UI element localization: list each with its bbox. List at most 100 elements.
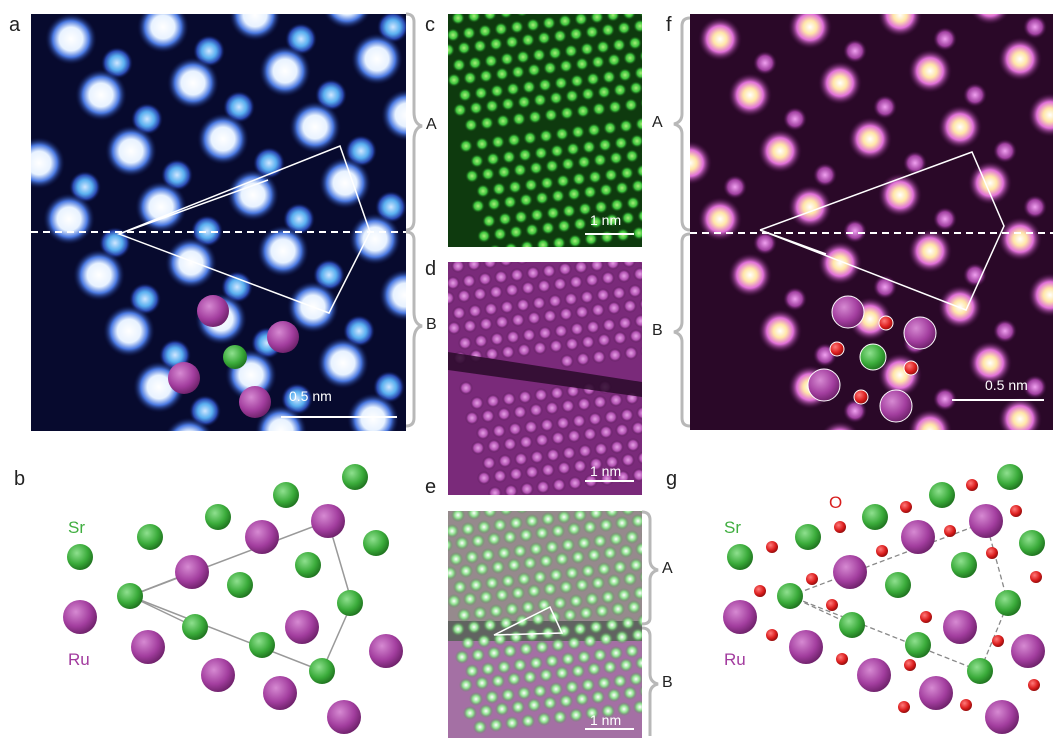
stm-atom [533, 341, 547, 355]
stm-atom [527, 63, 541, 77]
stm-atom [609, 151, 623, 165]
stm-atom [565, 680, 579, 694]
stm-atom [506, 82, 520, 96]
stm-atom [584, 232, 598, 246]
stm-atom-dim [783, 287, 807, 311]
o-atom [754, 585, 766, 597]
region-label-f-A: A [652, 114, 663, 131]
stm-atom [608, 100, 622, 114]
stm-atom [519, 193, 533, 207]
stm-atom [475, 562, 489, 576]
stm-atom-bright [968, 341, 1012, 385]
stm-atom [471, 534, 485, 548]
stm-atom [571, 550, 585, 564]
stm-atom [591, 303, 605, 317]
ru-atom [63, 600, 97, 634]
stm-atom [471, 199, 485, 213]
stm-atom [532, 48, 546, 62]
stm-atoms-c [448, 14, 642, 247]
stm-atom [619, 544, 633, 558]
stm-atom [501, 345, 515, 359]
stm-atom [457, 41, 471, 55]
stm-atom [555, 666, 569, 680]
stm-atom [629, 329, 642, 343]
sr-atom-overlay [223, 345, 247, 369]
stm-atom [509, 225, 523, 239]
stm-atom [589, 511, 603, 520]
stm-atom [593, 534, 607, 548]
stm-atom [513, 163, 527, 177]
stm-atom [516, 298, 530, 312]
stm-atom [489, 718, 503, 732]
stm-atom [510, 20, 524, 34]
stm-atom [519, 435, 533, 449]
stm-image-c [448, 14, 642, 247]
stm-atom [459, 564, 473, 578]
stm-atom [599, 632, 613, 646]
stm-atom [601, 23, 615, 37]
ru-atom [369, 634, 403, 668]
o-atom [876, 545, 888, 557]
ru-atom [263, 676, 297, 710]
stm-atom [559, 59, 573, 73]
stm-atom [607, 574, 621, 588]
stm-atom [533, 93, 547, 107]
stm-atom [529, 656, 543, 670]
stm-atom [617, 702, 631, 716]
ru-atom [285, 610, 319, 644]
stm-atom [573, 622, 587, 636]
stm-atom [543, 309, 557, 323]
stm-atom [629, 672, 642, 686]
ru-atom [857, 658, 891, 692]
stm-atoms-e [448, 511, 642, 734]
stm-atom-dim [783, 107, 807, 131]
stm-atom [576, 352, 590, 366]
stm-atom [609, 532, 623, 546]
o-atom [766, 629, 778, 641]
stm-atom [487, 197, 501, 211]
stm-atom-bright [197, 113, 249, 165]
sr-atom [905, 632, 931, 658]
stm-atom [489, 285, 503, 299]
stm-atom [599, 518, 613, 532]
stm-atom [596, 288, 610, 302]
stm-atom [480, 116, 494, 130]
stm-atom [498, 212, 512, 226]
stm-atom [617, 269, 631, 283]
stm-atom [626, 196, 640, 210]
stm-atom [523, 670, 537, 684]
stm-atom-bright [1028, 93, 1053, 137]
stm-atom [639, 50, 642, 62]
stm-atom [473, 287, 487, 301]
stm-atom [504, 484, 518, 495]
stm-atom-dim [1023, 15, 1047, 39]
stm-atom [578, 202, 592, 216]
stm-atom [612, 286, 626, 300]
stm-atom [639, 685, 642, 697]
sr-atom [273, 482, 299, 508]
stm-atom [545, 540, 559, 554]
unit-triangle [116, 145, 371, 314]
stm-atom [613, 331, 627, 345]
stm-atom [526, 266, 540, 280]
stm-atom [615, 423, 629, 437]
stm-atom [521, 600, 535, 614]
stm-atom [505, 283, 519, 297]
panel-label-g: g [666, 468, 678, 490]
stm-atom [573, 459, 587, 473]
stm-atom [527, 698, 541, 712]
stm-atom [537, 712, 551, 726]
stm-atom [473, 606, 487, 620]
scalebar-label-c: 1 nm [590, 212, 622, 228]
stm-atom [524, 420, 538, 434]
stm-atom [583, 427, 597, 441]
stm-atom [561, 399, 575, 413]
stm-atom [481, 167, 495, 181]
o-atom [834, 521, 846, 533]
stm-atom [599, 425, 613, 439]
stm-atom-bright [259, 45, 311, 97]
stm-atom [465, 169, 479, 183]
o-atom [836, 653, 848, 665]
stm-atom [596, 40, 610, 54]
stm-atom [459, 678, 473, 692]
